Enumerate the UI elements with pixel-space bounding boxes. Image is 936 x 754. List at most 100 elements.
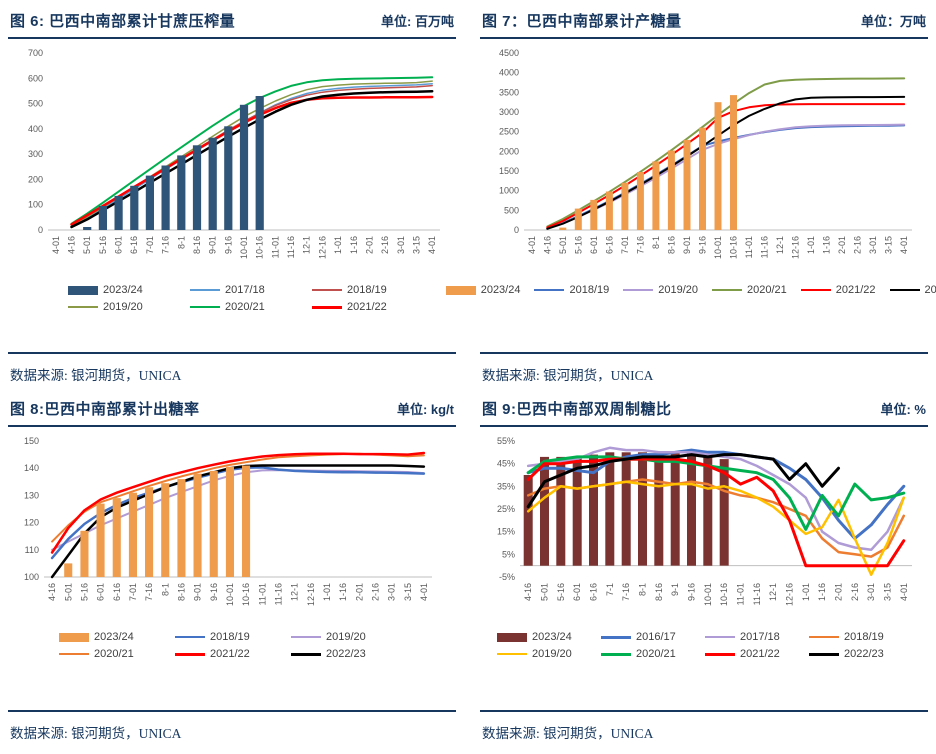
chart-area-fig9: -5% 5% 15% 25% 35% 45% 55% 4-16 5-01 5-16 6-01 6-16… [480,427,928,710]
legend-label: 2018/19 [844,631,884,643]
bar [621,182,629,230]
x-axis-ticks: 4-01 4-16 5-01 5-16 6-01 6-16 7-01 7-16 8-1 8-16 9… [527,236,909,259]
x-tick-label: 3-15 [884,236,894,254]
x-tick-label: 9-16 [209,583,219,601]
bar [714,102,722,230]
x-axis-ticks: 4-01 4-16 5-01 5-16 6-01 6-16 7-01 7-16 8-1 8-16 9… [51,236,437,259]
legend-line-swatch [623,289,654,291]
bar [239,104,249,230]
legend-label: 2019/20 [658,284,698,296]
x-tick-label: 9-16 [223,236,233,254]
y-tick-label: 110 [25,545,39,555]
bar [730,95,737,230]
x-tick-label: 7-16 [161,236,171,254]
data-source-fig8: 数据来源: 银河期货，UNICA [10,726,182,741]
x-tick-label: 8-1 [638,583,648,596]
legend-label: 2020/21 [225,301,265,313]
legend-item-2019/20: 2019/20 [497,648,601,660]
x-tick-label: 1-16 [817,583,827,601]
legend-row: 2019/20 2020/21 2021/22 [68,301,456,313]
x-tick-label: 10-16 [719,583,729,606]
x-tick-label: 8-1 [651,236,661,249]
legend-item-2023/24: 2023/24 [68,284,190,296]
x-tick-label: 2-16 [853,236,863,254]
page-title-fig6: 图 6: 巴西中南部累计甘蔗压榨量 [10,13,236,30]
x-tick-label: 12-16 [791,236,801,259]
x-tick-label: 2-01 [837,236,847,254]
legend-line-swatch [601,635,631,639]
chart-area-fig6: 0 100 200 300 400 500 600 700 4-01 4-16 5-01 5-16 6-… [8,39,456,352]
chart-legend-fig8: 2023/24 2018/19 2019/20 2020/21 2021/22 2022/… [10,631,456,660]
legend-row: 2023/24 2018/19 2019/20 2020/21 2021/22 2022/… [445,284,936,296]
legend-label: 2021/22 [347,301,387,313]
legend-item-2023/24: 2023/24 [445,284,521,296]
x-tick-label: 3-01 [868,236,878,254]
legend-item-2020/21: 2020/21 [601,648,705,660]
legend-item-2022/23: 2022/23 [809,648,913,660]
legend-item-2017/18: 2017/18 [190,284,312,296]
y-tick-label: 4500 [499,48,519,58]
footer-divider [480,710,928,712]
y-tick-label: 600 [28,73,43,83]
y-tick-label: -5% [499,572,515,582]
x-tick-label: 11-01 [270,236,280,258]
panel-header-8: 图 8:巴西中南部累计出糖率 单位: kg/t [8,394,456,425]
legend-item-2020/21: 2020/21 [712,284,787,296]
x-tick-label: 5-16 [79,583,89,601]
source-row-fig8: 数据来源: 银河期货，UNICA [8,710,456,746]
bar [130,185,139,231]
x-tick-label: 9-01 [193,583,203,601]
legend-line-swatch [291,652,321,656]
bar [540,456,549,566]
bar [98,206,107,230]
bar [589,454,598,566]
figure-panel-7: 图 7：巴西中南部累计产糖量 单位：万吨 0 500 1000 1500 2000 250… [445,6,936,388]
header-divider [480,425,928,427]
bar [683,139,691,230]
legend-line-swatch [705,636,735,638]
y-tick-label: 55% [497,436,515,446]
y-tick-label: 0 [514,225,519,235]
y-tick-label: 3500 [499,87,519,97]
legend-label: 2022/23 [326,648,366,660]
x-tick-label: 5-01 [82,236,92,254]
legend-item-2022/23: 2022/23 [291,648,407,660]
x-tick-label: 5-01 [558,236,568,254]
y-tick-label: 120 [24,518,39,528]
legend-item-2017/18: 2017/18 [705,631,809,643]
x-tick-label: 4-16 [523,583,533,601]
legend-line-swatch [291,636,321,638]
source-row-fig7: 数据来源: 银河期货，UNICA [480,352,928,388]
bar [96,503,105,577]
x-tick-label: 2-01 [364,236,374,254]
x-tick-label: 4-01 [427,236,437,254]
x-tick-label: 2-01 [354,583,364,601]
x-tick-label: 10-16 [241,583,251,606]
series-line-2016/17 [526,448,906,540]
legend-label: 2023/24 [532,631,572,643]
panel-header-7: 图 7：巴西中南部累计产糖量 单位：万吨 [480,6,928,37]
legend-label: 2023/24 [480,284,521,296]
series-line-2021/22 [50,451,426,554]
legend-item-2023/24: 2023/24 [59,631,175,643]
chart-legend-fig6: 2023/24 2017/18 2018/19 2019/20 2020/21 2021/… [10,284,456,313]
x-tick-label: 12-1 [302,236,312,254]
x-tick-label: 9-1 [670,583,680,596]
bar [605,191,613,230]
legend-item-2020/21: 2020/21 [59,648,175,660]
series-line-2019/20 [526,480,906,576]
figure-panel-8: 图 8:巴西中南部累计出糖率 单位: kg/t 100 110 120 130 140 1… [8,394,456,746]
bar [572,456,582,566]
legend-line-swatch [705,652,735,656]
legend-row: 2019/20 2020/21 2021/22 2022/23 [482,648,928,660]
series-line-2021/22 [526,457,906,568]
x-tick-label: 6-16 [589,583,599,601]
legend-label: 2022/23 [924,284,936,296]
x-tick-label: 7-16 [144,583,154,601]
legend-row: 2023/24 2017/18 2018/19 [68,284,456,296]
x-tick-label: 10-16 [729,236,739,259]
legend-line-swatch [534,289,565,291]
bar [652,161,660,230]
x-tick-label: 8-16 [176,583,186,601]
x-tick-label: 6-01 [572,583,582,601]
